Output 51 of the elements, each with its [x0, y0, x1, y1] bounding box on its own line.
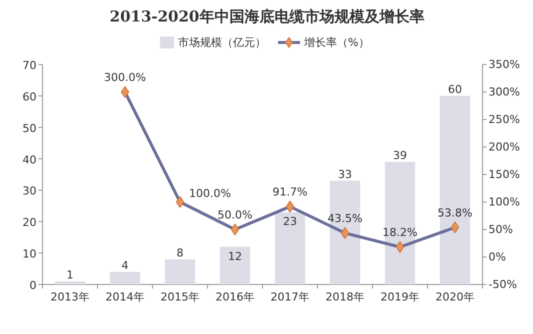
- bar: [440, 96, 470, 284]
- data-label: 43.5%: [328, 212, 362, 226]
- y-tick-label: 50: [22, 122, 37, 135]
- x-tick-label: 2015年: [160, 290, 200, 304]
- x-tick-label: 2013年: [50, 290, 90, 304]
- data-label: 39: [393, 148, 407, 162]
- data-label: 33: [338, 168, 352, 181]
- x-tick-label: 2020年: [436, 290, 475, 304]
- chart-title: 2013-2020年中国海底电缆市场规模及增长率: [110, 8, 424, 26]
- x-tick-label: 2016年: [216, 290, 255, 304]
- bar: [110, 272, 140, 284]
- data-label: 8: [176, 246, 184, 260]
- bar: [54, 281, 86, 284]
- y-tick-label: 10: [22, 248, 37, 261]
- bar: [164, 259, 196, 284]
- y2-tick-label: 300%: [488, 86, 520, 98]
- data-label: 91.7%: [272, 186, 308, 199]
- y-tick-label: 0: [30, 279, 36, 292]
- y2-tick-label: 350%: [488, 58, 520, 71]
- bar: [220, 246, 250, 284]
- y-tick-label: 30: [22, 184, 37, 198]
- legend-label: 增长率（%）: [303, 36, 370, 49]
- bar: [330, 180, 360, 284]
- data-label: 300.0%: [104, 71, 146, 84]
- data-label: 18.2%: [382, 226, 418, 239]
- data-label: 53.8%: [438, 206, 472, 220]
- y-tick-label: 60: [22, 90, 37, 104]
- x-tick-label: 2014年: [106, 290, 145, 304]
- data-label: 12: [228, 250, 242, 263]
- data-label: 60: [448, 82, 462, 96]
- x-tick-label: 2017年: [270, 290, 310, 304]
- y-tick-label: 20: [22, 216, 37, 230]
- y2-tick-label: 250%: [488, 113, 520, 126]
- y-tick-label: 40: [22, 153, 37, 166]
- y-tick-label: 70: [22, 59, 37, 72]
- y2-tick-label: 150%: [488, 168, 520, 181]
- data-label: 23: [283, 215, 297, 228]
- x-tick-label: 2019年: [380, 290, 420, 304]
- y2-tick-label: 0%: [488, 250, 506, 264]
- data-label: 4: [122, 258, 128, 272]
- y2-tick-label: 200%: [488, 140, 520, 154]
- data-label: 1: [66, 268, 74, 282]
- y2-tick-label: 100%: [488, 196, 520, 208]
- data-label: 50.0%: [218, 208, 252, 222]
- data-label: 100.0%: [189, 187, 231, 200]
- x-tick-label: 2018年: [326, 290, 365, 304]
- bar: [384, 162, 416, 284]
- y2-tick-label: 50%: [488, 223, 513, 236]
- y2-tick-label: -50%: [488, 278, 517, 291]
- bar: [274, 212, 306, 284]
- legend-label: 市场规模（亿元）: [178, 36, 266, 49]
